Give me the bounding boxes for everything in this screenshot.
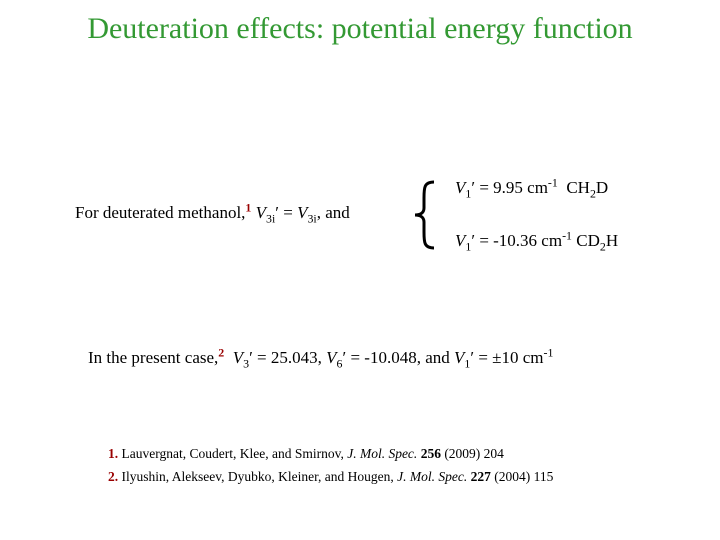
text: D	[595, 178, 609, 197]
symbol: V	[454, 348, 465, 367]
symbol: V	[224, 348, 244, 367]
text: (2004) 115	[490, 469, 554, 484]
text: ′ = -10.36 cm	[471, 231, 563, 250]
subscript: 3i	[307, 211, 317, 226]
text: For deuterated methanol,	[75, 203, 246, 222]
symbol: V	[326, 348, 337, 367]
brace-row: V1′ = 9.95 cm-1 CH2D	[455, 175, 609, 201]
text: In the present case,	[88, 348, 219, 367]
text: Ilyushin, Alekseev, Dyubko, Kleiner, and…	[118, 469, 398, 484]
text: , and	[316, 203, 350, 222]
reference: 1. Lauvergnat, Coudert, Klee, and Smirno…	[108, 446, 504, 462]
symbol: V	[251, 203, 267, 222]
volume: 256	[420, 446, 441, 461]
text: CD	[572, 231, 600, 250]
subscript: 2	[589, 186, 596, 201]
superscript: -1	[562, 228, 572, 243]
subscript: 3	[243, 356, 250, 371]
text: ′ =	[275, 203, 298, 222]
brace-row: V1′ = -10.36 cm-1 CD2H	[455, 228, 619, 254]
brace	[414, 180, 435, 250]
slide-title: Deuteration effects: potential energy fu…	[87, 12, 633, 45]
journal: J. Mol. Spec.	[347, 446, 418, 461]
methanol-line: For deuterated methanol,1 V3i′ = V3i, an…	[75, 200, 350, 226]
superscript: -1	[547, 175, 558, 190]
text: ′ = ±10 cm	[470, 348, 544, 367]
superscript: -1	[543, 345, 554, 360]
ref-number: 2.	[108, 469, 119, 484]
text: H	[605, 231, 619, 250]
ref-mark: 2	[218, 345, 225, 360]
subscript: 1	[464, 356, 471, 371]
text: Lauvergnat, Coudert, Klee, and Smirnov,	[118, 446, 348, 461]
present-case-line: In the present case,2 V3′ = 25.043, V6′ …	[88, 345, 554, 371]
volume: 227	[470, 469, 491, 484]
text: ′ = -10.048, and	[342, 348, 454, 367]
text: CH	[557, 178, 590, 197]
subscript: 2	[599, 239, 606, 254]
symbol: V	[455, 178, 466, 197]
subscript: 1	[465, 186, 472, 201]
ref-number: 1.	[108, 446, 119, 461]
text: (2009) 204	[440, 446, 504, 461]
subscript: 6	[336, 356, 343, 371]
ref-mark: 1	[245, 200, 252, 215]
subscript: 3i	[266, 211, 276, 226]
text: ′ = 25.043,	[249, 348, 327, 367]
symbol: V	[455, 231, 466, 250]
symbol: V	[297, 203, 308, 222]
subscript: 1	[465, 239, 472, 254]
reference: 2. Ilyushin, Alekseev, Dyubko, Kleiner, …	[108, 469, 553, 485]
text: ′ = 9.95 cm	[471, 178, 548, 197]
journal: J. Mol. Spec.	[397, 469, 468, 484]
